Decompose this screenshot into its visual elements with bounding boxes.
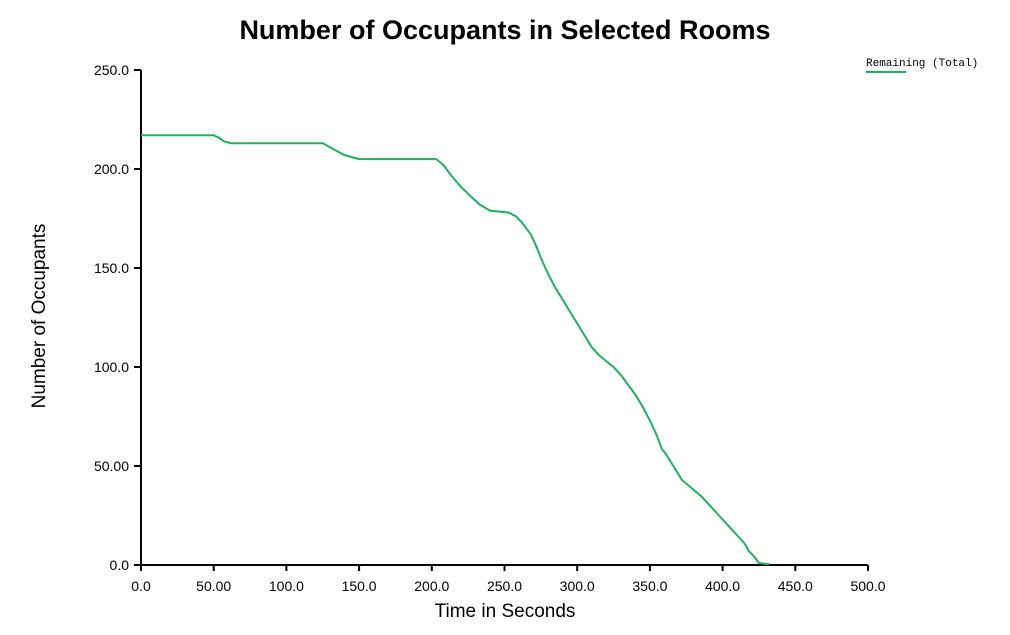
x-tick-label: 350.0 xyxy=(632,578,667,594)
x-axis-label: Time in Seconds xyxy=(435,601,576,622)
y-tick-label: 50.00 xyxy=(94,458,129,474)
x-tick-label: 150.0 xyxy=(342,578,377,594)
x-tick-label: 250.0 xyxy=(487,578,522,594)
x-tick-label: 200.0 xyxy=(414,578,449,594)
y-axis-label: Number of Occupants xyxy=(29,224,50,409)
x-tick-label: 500.0 xyxy=(850,578,885,594)
y-axis-ticks: 0.0 50.00 100.0 150.0 200.0 250.0 xyxy=(94,62,141,573)
x-tick-label: 300.0 xyxy=(560,578,595,594)
x-axis-ticks: 0.0 50.00 100.0 150.0 200.0 250.0 300.0 350.0 40… xyxy=(131,565,886,594)
series-group xyxy=(141,134,770,565)
y-tick-label: 150.0 xyxy=(94,260,129,276)
series-line-remaining-total xyxy=(141,134,770,565)
legend: Remaining (Total) xyxy=(866,58,978,73)
chart-title: Number of Occupants in Selected Rooms xyxy=(239,15,770,45)
y-tick-label: 0.0 xyxy=(110,557,130,573)
legend-label-remaining-total: Remaining (Total) xyxy=(866,58,978,70)
x-tick-label: 50.00 xyxy=(196,578,231,594)
x-tick-label: 0.0 xyxy=(131,578,151,594)
x-tick-label: 400.0 xyxy=(705,578,740,594)
y-tick-label: 250.0 xyxy=(94,62,129,78)
x-tick-label: 100.0 xyxy=(269,578,304,594)
y-tick-label: 200.0 xyxy=(94,161,129,177)
y-tick-label: 100.0 xyxy=(94,359,129,375)
x-tick-label: 450.0 xyxy=(778,578,813,594)
